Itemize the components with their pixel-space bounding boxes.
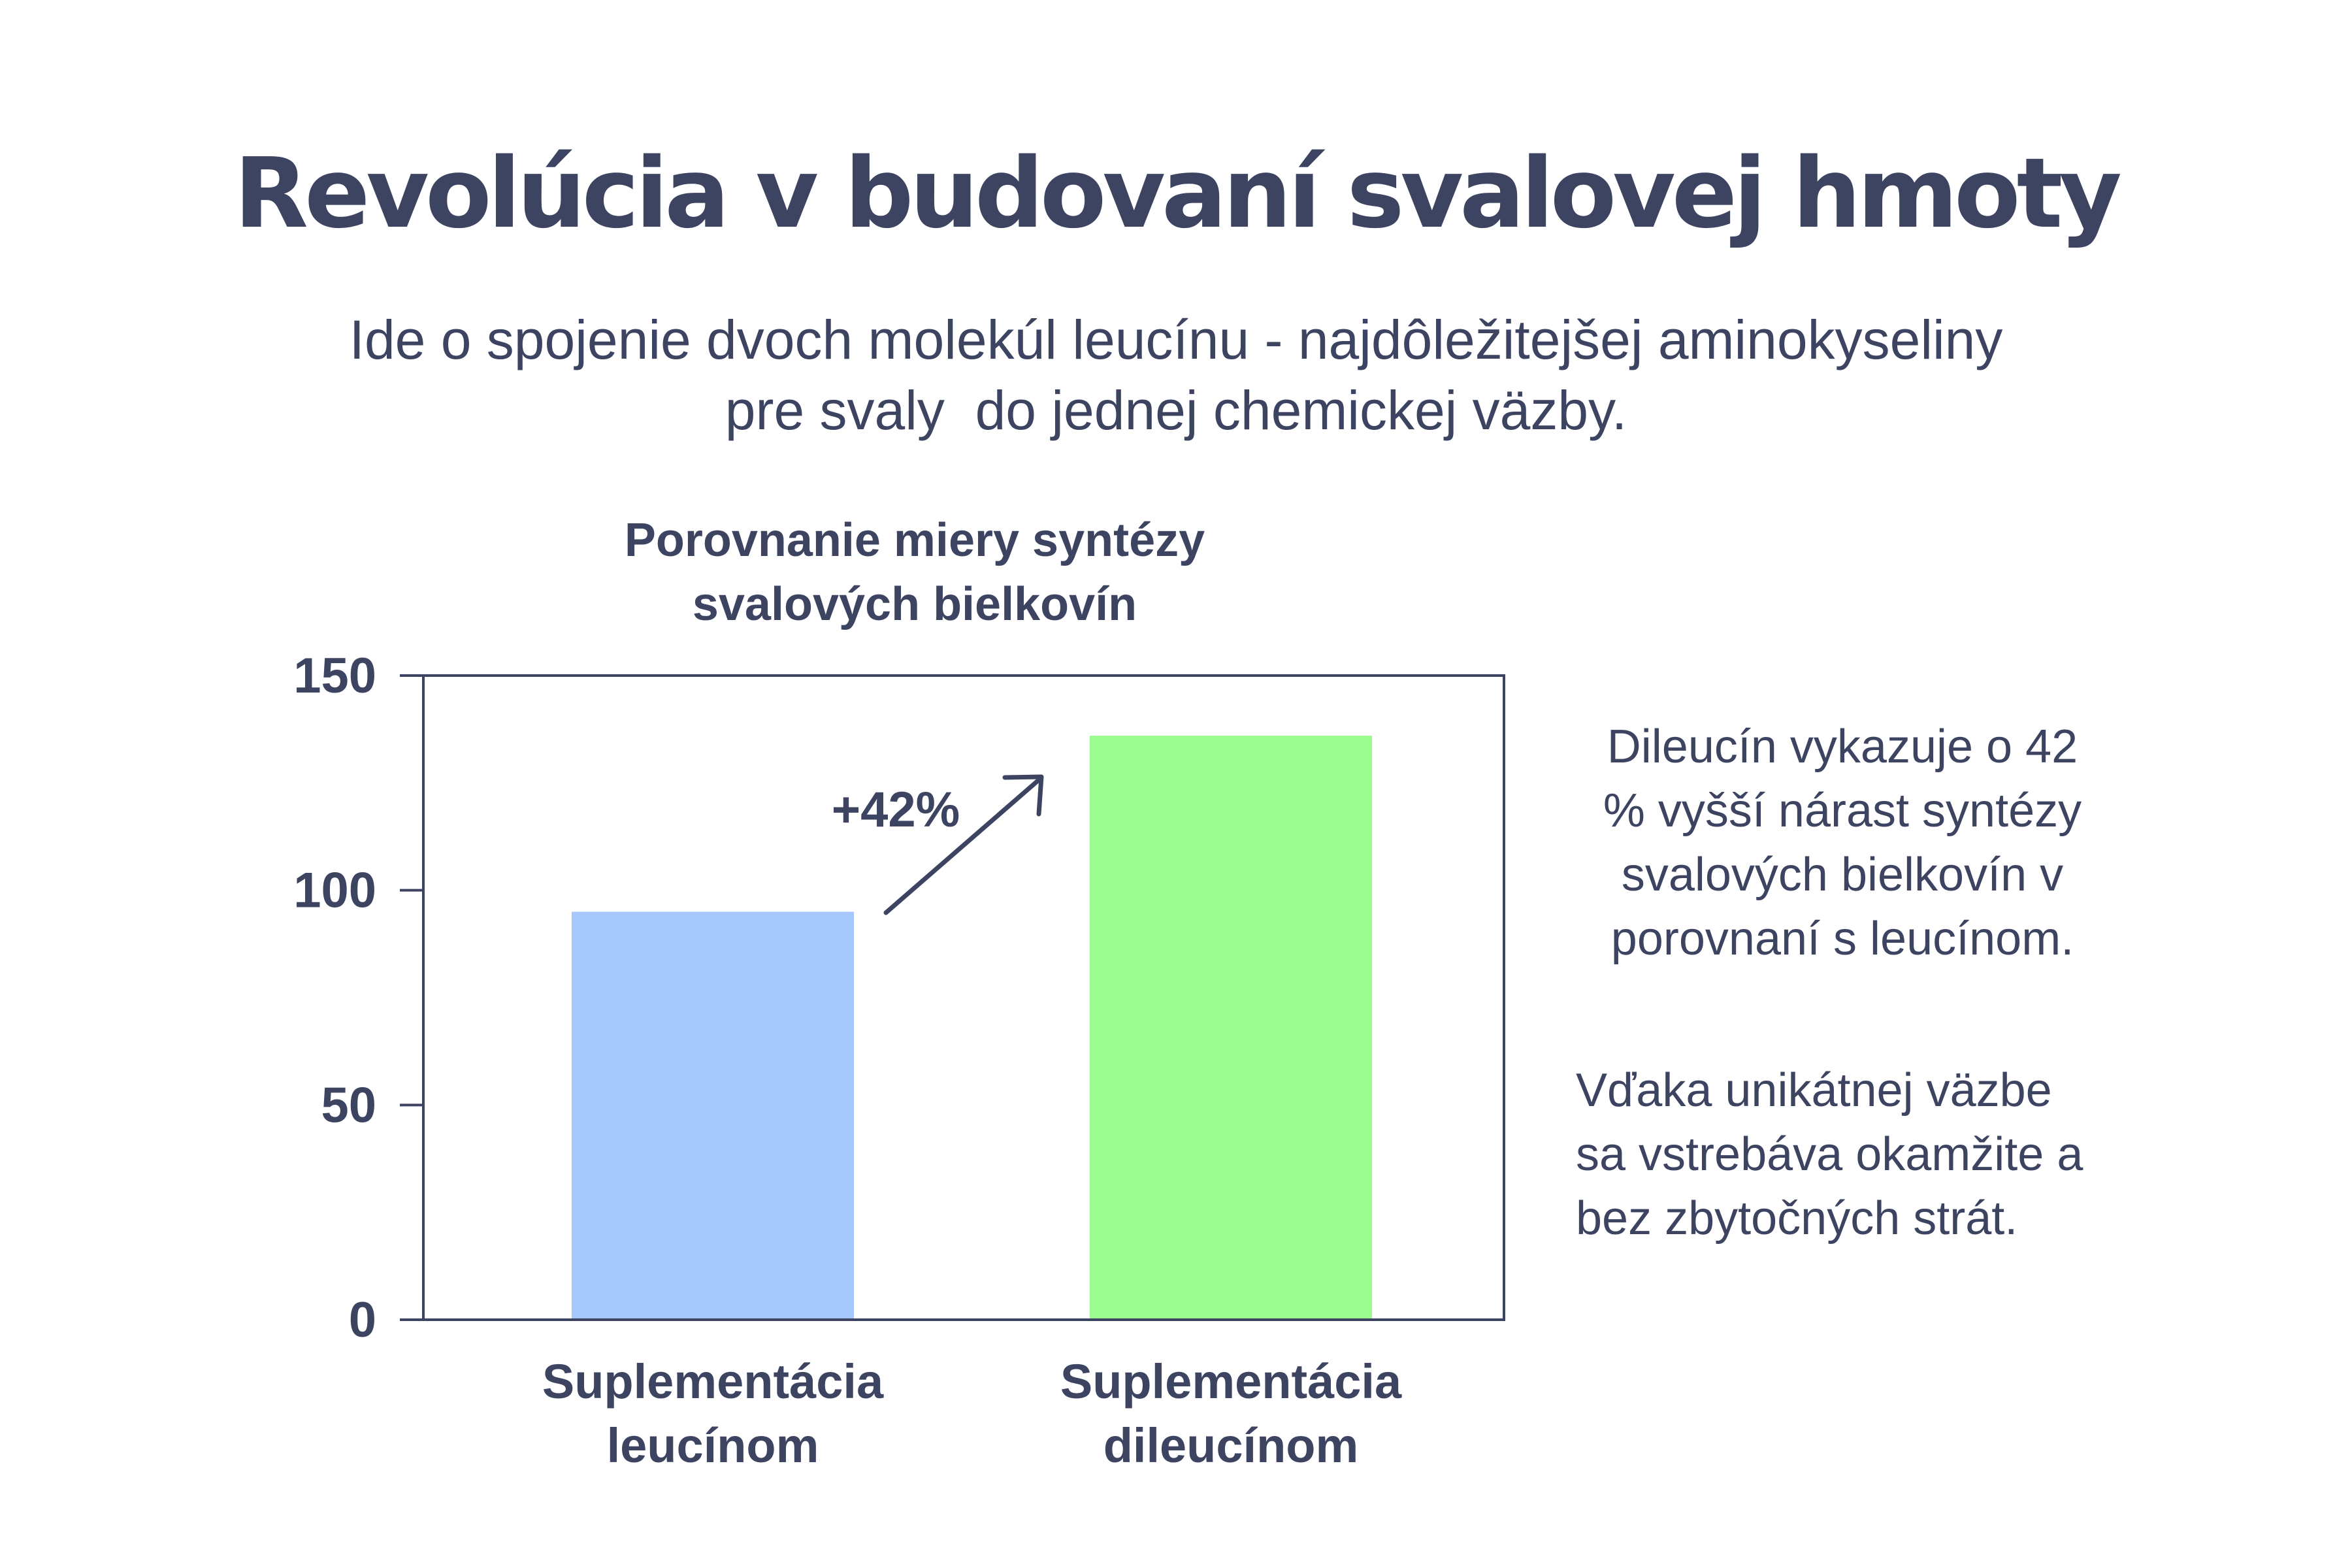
- side-paragraph-1-line-3: svalových bielkovín v: [1621, 849, 2064, 901]
- side-paragraph-2-line-1: Vďaka unikátnej väzbe: [1576, 1064, 2052, 1117]
- side-paragraph-1-line-1: Dileucín vykazuje o 42: [1607, 721, 2078, 773]
- x-label-1-line-2: leucínom: [607, 1418, 819, 1473]
- bar-1: [572, 911, 854, 1320]
- increase-arrow-head: [1002, 774, 1044, 817]
- side-paragraph-1-line-2: % vyšší nárast syntézy: [1603, 785, 2082, 837]
- subtitle-line-1: Ide o spojenie dvoch molekúl leucínu - n…: [349, 309, 2003, 370]
- chart-title-line-1: Porovnanie miery syntézy: [624, 514, 1205, 566]
- subtitle-line-2: pre svaly do jednej chemickej väzby.: [725, 380, 1627, 441]
- side-paragraph-1: Dileucín vykazuje o 42 % vyšší nárast sy…: [1529, 715, 2156, 971]
- page-title: Revolúcia v budovaní svalovej hmoty: [234, 137, 2122, 250]
- subtitle: Ide o spojenie dvoch molekúl leucínu - n…: [196, 304, 2156, 446]
- y-tick-label-150: 150: [293, 648, 376, 704]
- y-tick-label-100: 100: [293, 863, 376, 919]
- x-label-1-line-1: Suplementácia: [542, 1354, 884, 1409]
- y-tick-label-0: 0: [349, 1292, 376, 1348]
- increase-arrow: [883, 776, 1043, 915]
- side-paragraph-1-line-4: porovnaní s leucínom.: [1610, 913, 2074, 965]
- side-paragraph-2: Vďaka unikátnej väzbe sa vstrebáva okamž…: [1576, 1058, 2229, 1250]
- x-label-2-line-2: dileucínom: [1103, 1418, 1359, 1473]
- side-paragraph-2-line-2: sa vstrebáva okamžite a: [1576, 1128, 2083, 1181]
- increase-annotation: +42%: [832, 782, 960, 838]
- y-tick-label-50: 50: [321, 1077, 376, 1133]
- chart-title: Porovnanie miery syntézy svalových bielk…: [457, 508, 1372, 636]
- chart-title-line-2: svalových bielkovín: [692, 578, 1137, 630]
- plot-frame: [422, 674, 1505, 1321]
- x-label-2-line-1: Suplementácia: [1060, 1354, 1402, 1409]
- bar-2: [1090, 736, 1372, 1320]
- side-paragraph-2-line-3: bez zbytočných strát.: [1576, 1192, 2018, 1245]
